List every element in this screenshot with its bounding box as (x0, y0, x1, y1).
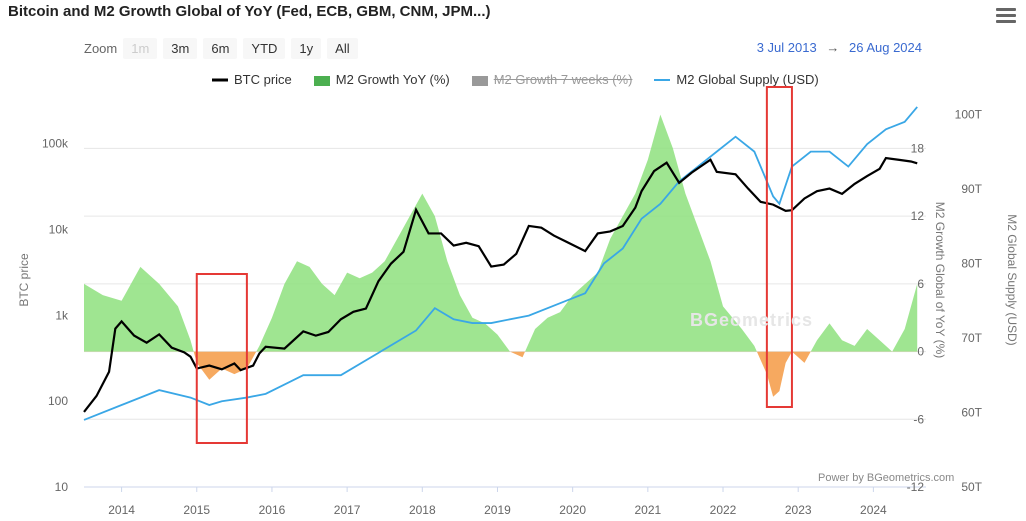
legend-label: M2 Growth YoY (%) (335, 72, 450, 87)
x-tick-label: 2019 (484, 503, 511, 517)
legend-item-m2-growth-yoy[interactable]: M2 Growth YoY (%) (313, 72, 450, 87)
legend-item-btc-price[interactable]: BTC price (212, 72, 292, 87)
supply-axis-title: M2 Global Supply (USD) (1005, 214, 1019, 345)
hamburger-menu-icon[interactable] (996, 8, 1016, 24)
zoom-6m-button[interactable]: 6m (203, 38, 238, 59)
highlight-box (765, 86, 793, 408)
legend-label: M2 Global Supply (USD) (676, 72, 819, 87)
x-tick-label: 2014 (108, 503, 135, 517)
zoom-ytd-button[interactable]: YTD (243, 38, 286, 59)
zoom-all-button[interactable]: All (327, 38, 358, 59)
range-to[interactable]: 26 Aug 2024 (848, 40, 922, 55)
legend-label: BTC price (234, 72, 292, 87)
legend-label: M2 Growth 7 weeks (%) (493, 72, 633, 87)
growth-tick-label: 18 (911, 141, 925, 155)
growth-tick-label: -12 (907, 480, 925, 494)
zoom-bar: Zoom 1m 3m 6m YTD 1y All (84, 38, 358, 59)
supply-tick-label: 90T (961, 182, 982, 196)
date-range: 3 Jul 2013 → 26 Aug 2024 (757, 40, 922, 55)
legend: BTC price M2 Growth YoY (%) M2 Growth 7 … (212, 72, 819, 87)
supply-tick-label: 60T (961, 405, 982, 419)
supply-tick-label: 100T (955, 107, 983, 121)
m2-global-supply-line[interactable] (83, 106, 918, 421)
x-tick-label: 2024 (860, 503, 887, 517)
growth-tick-label: 6 (917, 277, 924, 291)
x-tick-label: 2023 (785, 503, 812, 517)
credit-link[interactable]: Power by BGeometrics.com (818, 472, 955, 484)
x-tick-label: 2021 (634, 503, 661, 517)
supply-tick-label: 50T (961, 480, 982, 494)
legend-line-symbol (212, 78, 228, 81)
growth-tick-label: 0 (917, 345, 924, 359)
x-tick-label: 2017 (334, 503, 361, 517)
btc-tick-label: 10k (49, 223, 69, 237)
legend-item-m2-global-supply[interactable]: M2 Global Supply (USD) (654, 72, 819, 87)
btc-tick-label: 100 (48, 394, 68, 408)
btc-axis-title: BTC price (17, 253, 31, 307)
chart-title: Bitcoin and M2 Growth Global of YoY (Fed… (8, 3, 491, 20)
zoom-label: Zoom (84, 41, 118, 56)
watermark: BGeometrics (690, 310, 814, 330)
x-tick-label: 2022 (710, 503, 737, 517)
highlight-box (195, 273, 248, 444)
growth-axis-title: M2 Growth Global of YoY (%) (933, 202, 947, 359)
growth-tick-label: 12 (911, 209, 925, 223)
x-tick-label: 2020 (559, 503, 586, 517)
legend-area-symbol (471, 75, 488, 86)
legend-area-symbol (313, 75, 330, 86)
btc-price-line[interactable] (83, 156, 918, 413)
supply-tick-label: 80T (961, 256, 982, 270)
zoom-1m-button[interactable]: 1m (123, 38, 158, 59)
m2-growth-area-positive[interactable] (84, 114, 918, 397)
btc-tick-label: 1k (55, 308, 69, 322)
btc-tick-label: 10 (55, 480, 69, 494)
x-tick-label: 2018 (409, 503, 436, 517)
range-from[interactable]: 3 Jul 2013 (756, 40, 817, 55)
growth-tick-label: -6 (913, 412, 924, 426)
range-arrow: → (826, 40, 840, 55)
legend-line-symbol (654, 78, 671, 81)
btc-tick-label: 100k (42, 137, 69, 151)
x-tick-label: 2016 (259, 503, 286, 517)
x-tick-label: 2015 (183, 503, 210, 517)
legend-item-m2-growth-7-weeks[interactable]: M2 Growth 7 weeks (%) (471, 72, 633, 87)
zoom-1y-button[interactable]: 1y (291, 38, 322, 59)
supply-tick-label: 70T (961, 331, 982, 345)
zoom-3m-button[interactable]: 3m (163, 38, 198, 59)
